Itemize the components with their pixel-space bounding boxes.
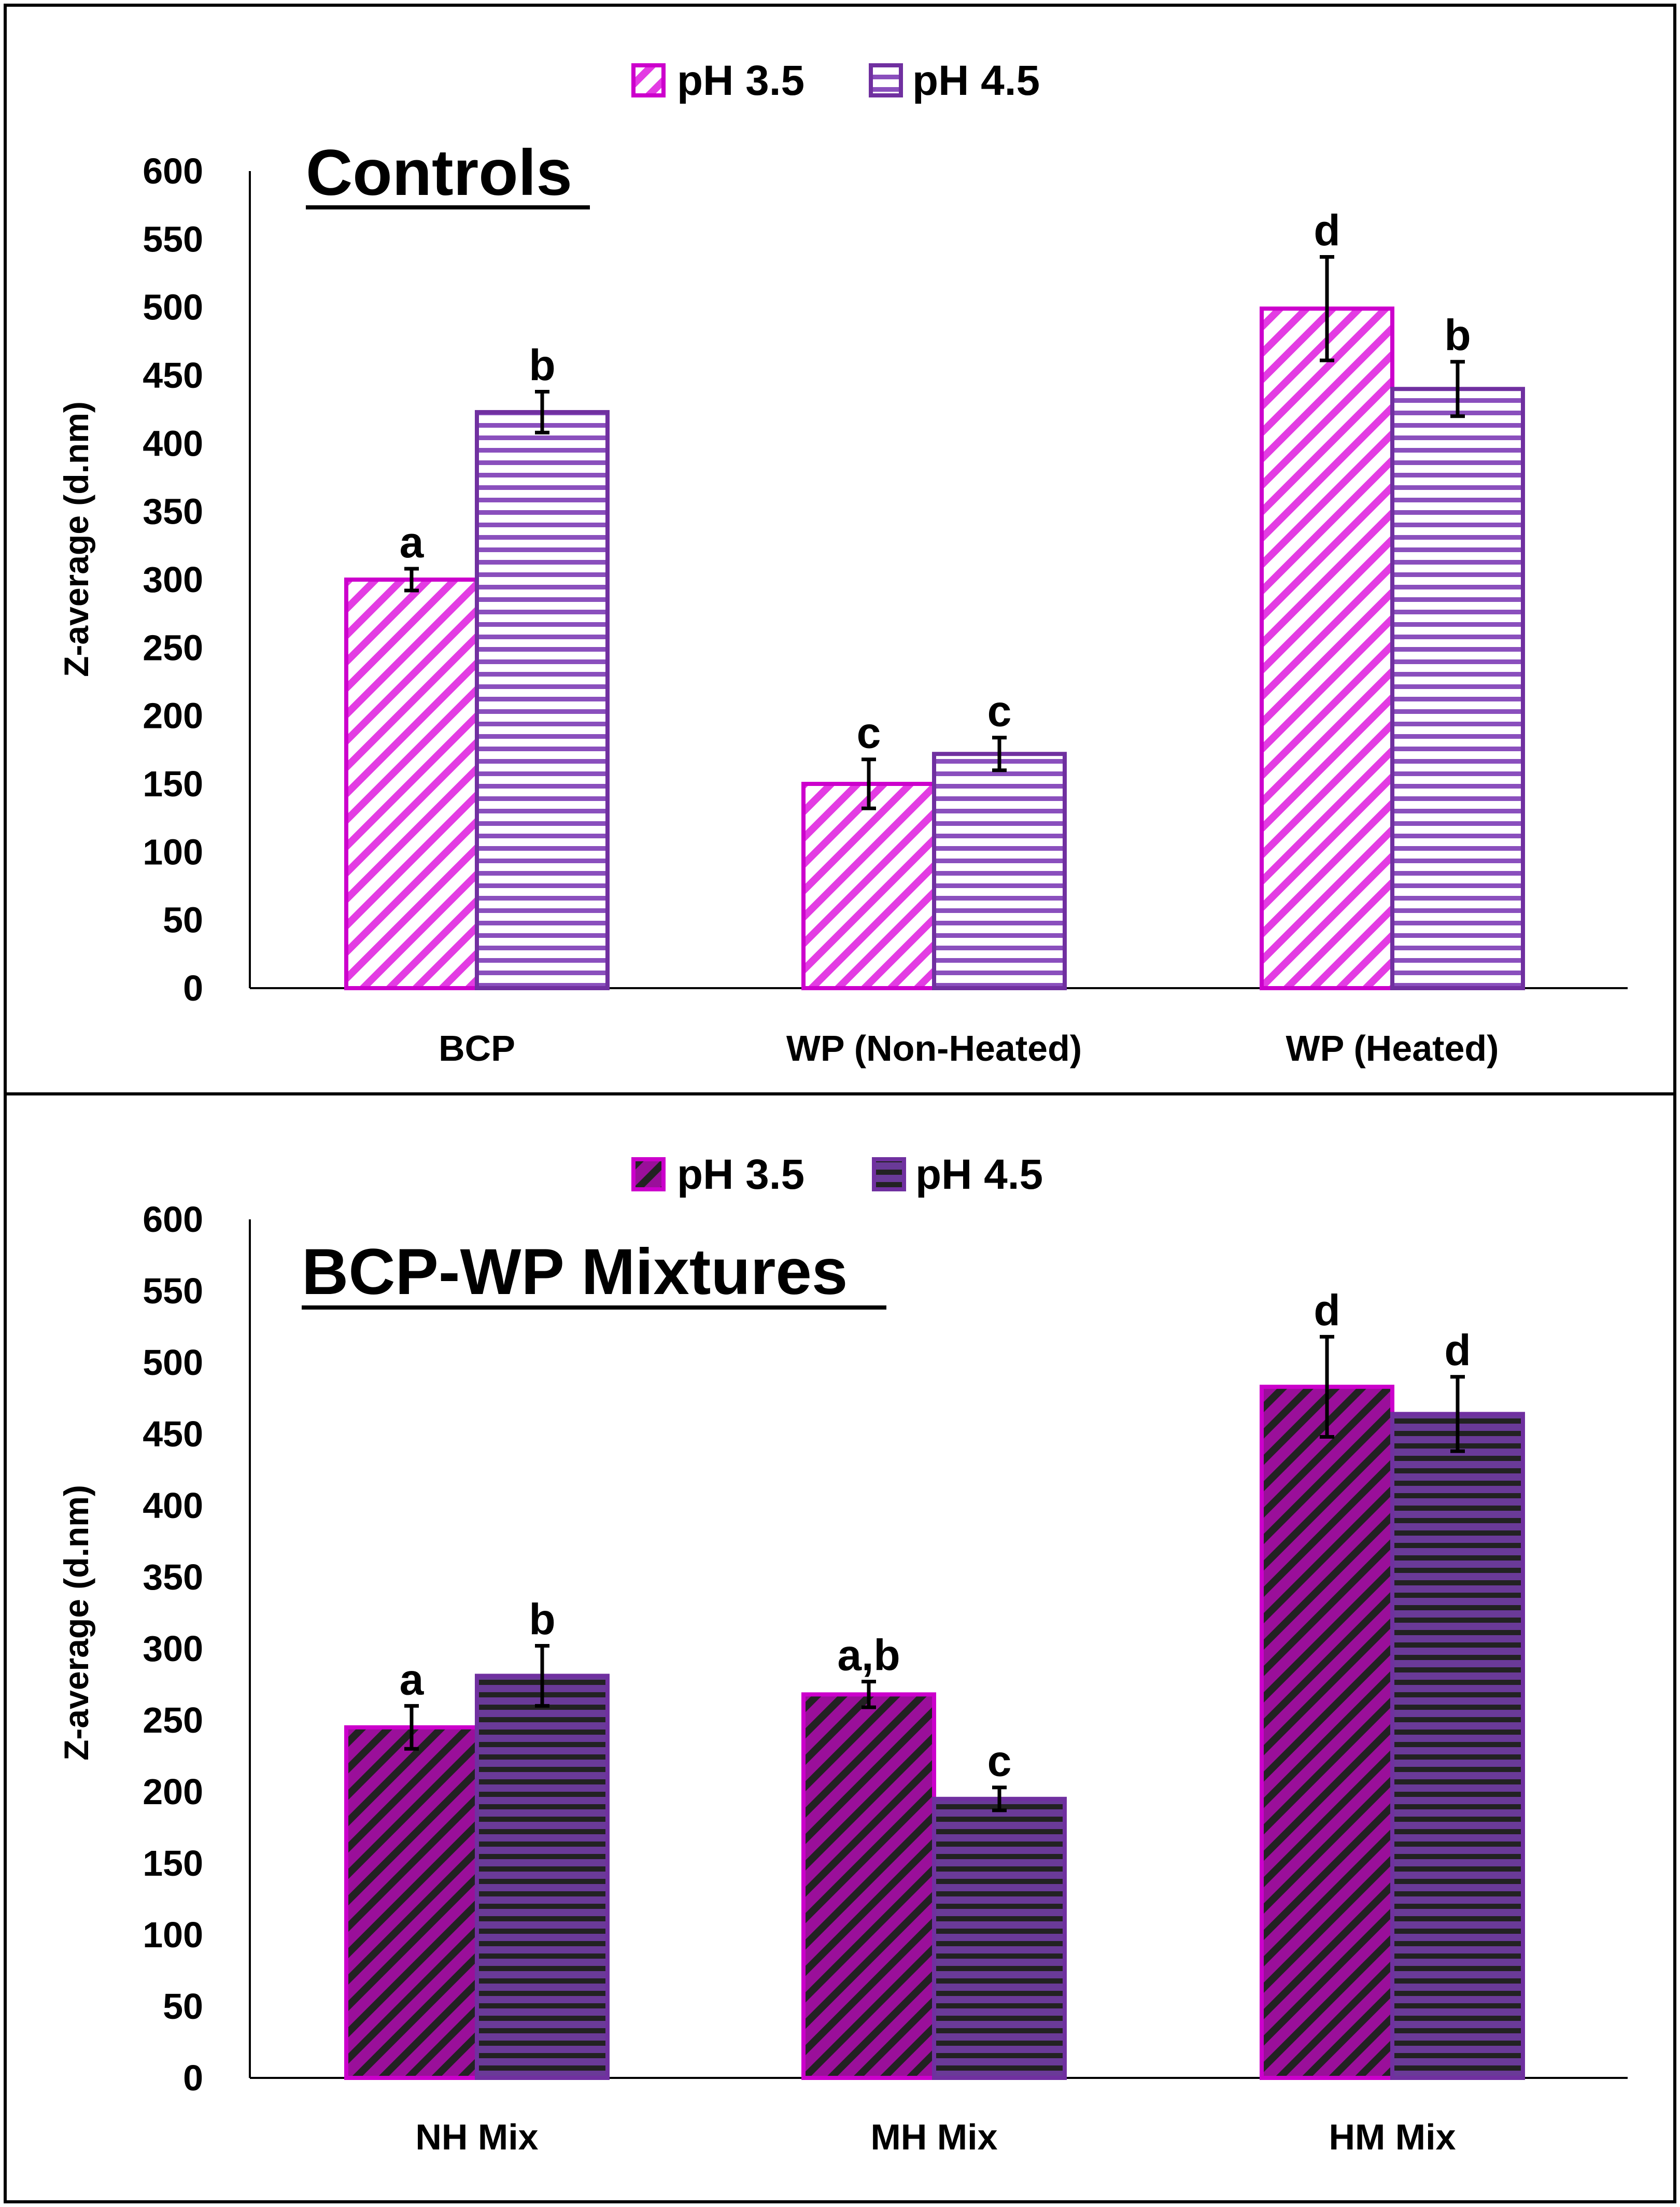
significance-label: a,b xyxy=(837,1630,900,1679)
significance-label: d xyxy=(1444,1326,1471,1375)
x-tick-label: WP (Non-Heated) xyxy=(786,1028,1082,1069)
significance-label: c xyxy=(857,709,881,757)
y-tick-label: 150 xyxy=(143,764,203,804)
significance-label: b xyxy=(529,341,555,390)
bar xyxy=(1390,1412,1525,2081)
y-tick-label: 550 xyxy=(143,219,203,259)
legend-label-ph35: pH 3.5 xyxy=(677,57,804,104)
y-tick-label: 50 xyxy=(163,1986,203,2027)
y-tick-label: 450 xyxy=(143,1414,203,1454)
y-tick-label: 200 xyxy=(143,1772,203,1812)
bar xyxy=(932,1796,1067,2081)
y-axis-label: Z-average (d.nm) xyxy=(57,401,95,677)
legend-swatch-ph45 xyxy=(869,63,903,97)
bar xyxy=(801,1692,936,2081)
y-tick-label: 50 xyxy=(163,900,203,940)
y-tick-label: 100 xyxy=(143,1915,203,1955)
significance-label: c xyxy=(987,687,1012,736)
legend-item-ph35: pH 3.5 xyxy=(631,57,804,104)
y-tick-label: 400 xyxy=(143,1485,203,1526)
x-tick-label: MH Mix xyxy=(871,2117,998,2157)
y-tick-label: 150 xyxy=(143,1843,203,1883)
y-tick-label: 100 xyxy=(143,832,203,872)
x-tick-labels: BCP WP (Non-Heated) WP (Heated) xyxy=(439,1028,1499,1069)
x-tick-label: BCP xyxy=(439,1028,515,1069)
y-tick-label: 250 xyxy=(143,1700,203,1740)
legend-item-ph45: pH 4.5 xyxy=(869,57,1040,104)
legend: pH 3.5 pH 4.5 xyxy=(631,57,1040,104)
bar xyxy=(801,782,936,990)
figure-border xyxy=(4,4,1676,2203)
y-tick-label: 250 xyxy=(143,627,203,668)
y-tick-label: 300 xyxy=(143,1628,203,1669)
y-tick-label: 300 xyxy=(143,559,203,600)
y-tick-label: 600 xyxy=(143,1199,203,1240)
legend-swatch-ph35 xyxy=(631,63,666,97)
legend-label-ph45: pH 4.5 xyxy=(912,57,1040,104)
y-tick-label: 500 xyxy=(143,287,203,328)
chart-title-group: Controls xyxy=(306,137,590,209)
bar xyxy=(344,578,479,990)
x-tick-label: HM Mix xyxy=(1329,2117,1456,2157)
legend-swatch-ph35 xyxy=(631,1157,666,1191)
y-tick-label: 350 xyxy=(143,1557,203,1597)
legend: pH 3.5 pH 4.5 xyxy=(631,1151,1043,1198)
legend-item-ph35: pH 3.5 xyxy=(631,1151,804,1198)
x-tick-labels: NH Mix MH Mix HM Mix xyxy=(415,2117,1456,2157)
y-axis-label: Z-average (d.nm) xyxy=(57,1485,95,1761)
bar xyxy=(475,410,610,990)
significance-label: b xyxy=(1444,311,1471,360)
bars-group: a a,b d b c d xyxy=(344,1286,1525,2081)
chart-title-group: BCP-WP Mixtures xyxy=(302,1236,886,1310)
significance-label: a xyxy=(400,518,425,567)
y-tick-labels: 0 50 100 150 200 250 300 350 400 450 500 550 600 xyxy=(143,1199,203,2098)
bar xyxy=(1260,1384,1394,2080)
significance-label: a xyxy=(400,1655,425,1704)
legend-label-ph35: pH 3.5 xyxy=(677,1151,804,1198)
bar xyxy=(1260,306,1394,990)
chart-title: BCP-WP Mixtures xyxy=(302,1236,848,1308)
y-tick-label: 450 xyxy=(143,355,203,396)
bar xyxy=(1390,387,1525,990)
chart-panel-mixtures: pH 3.5 pH 4.5 BCP-WP Mixtures Z-average … xyxy=(57,1151,1628,2157)
y-tick-labels: 0 50 100 150 200 250 300 350 400 450 500 550 600 xyxy=(143,151,203,1008)
chart-panel-controls: pH 3.5 pH 4.5 Controls Z-average (d.nm) … xyxy=(57,57,1628,1069)
significance-label: d xyxy=(1314,1286,1340,1334)
bars-group: a c d b c b xyxy=(344,206,1525,991)
bar xyxy=(475,1674,610,2080)
bar xyxy=(344,1725,479,2081)
significance-label: d xyxy=(1314,206,1340,255)
y-tick-label: 0 xyxy=(183,968,203,1008)
chart-title: Controls xyxy=(306,137,572,209)
y-tick-label: 500 xyxy=(143,1342,203,1383)
bar xyxy=(932,752,1067,991)
legend-swatch-ph45 xyxy=(872,1157,906,1191)
significance-label: b xyxy=(529,1595,555,1643)
y-tick-label: 200 xyxy=(143,696,203,736)
x-tick-label: WP (Heated) xyxy=(1286,1028,1499,1069)
y-tick-label: 350 xyxy=(143,491,203,532)
significance-label: c xyxy=(987,1737,1012,1786)
y-tick-label: 400 xyxy=(143,423,203,463)
legend-label-ph45: pH 4.5 xyxy=(915,1151,1043,1198)
y-tick-label: 550 xyxy=(143,1271,203,1311)
legend-item-ph45: pH 4.5 xyxy=(872,1151,1043,1198)
x-tick-label: NH Mix xyxy=(415,2117,538,2157)
y-tick-label: 0 xyxy=(183,2058,203,2098)
y-tick-label: 600 xyxy=(143,151,203,191)
